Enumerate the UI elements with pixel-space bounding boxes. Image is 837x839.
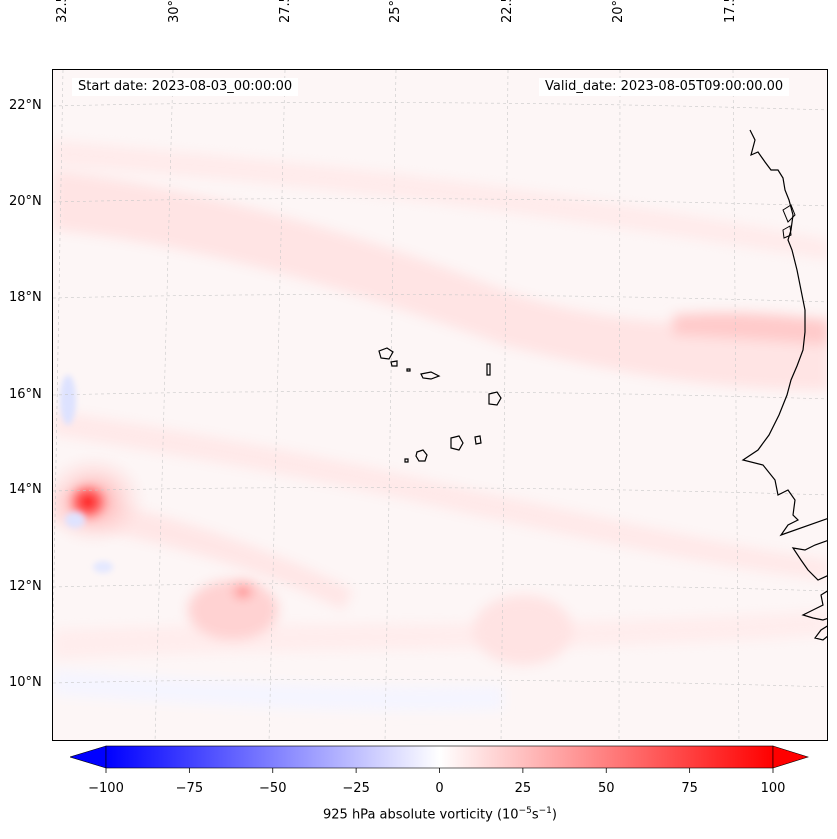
colorbar-max-extend [772,745,810,769]
colorbar-label: 925 hPa absolute vorticity (10−5s−1) [0,806,837,822]
lon-label-32.5w: 32.5°W [55,0,70,23]
lat-label-10n: 10°N [9,675,42,690]
colorbar-min-extend [70,745,107,769]
lon-label-20w: 20°W [611,0,626,23]
cape-verde-islands [378,347,502,463]
colorbar-tick-label: 75 [681,781,698,796]
vorticity-map [53,70,827,740]
start-date-label: Start date: 2023-08-03_00:00:00 [72,78,299,96]
lat-label-18n: 18°N [9,290,42,305]
colorbar [70,745,810,773]
map-panel[interactable] [52,69,828,741]
vortex-max [53,375,265,610]
colorbar-tick-label: −75 [175,781,204,796]
colorbar-label-exp1: −5 [518,806,532,816]
colorbar-tick-label: 100 [760,781,786,796]
colorbar-tick-label: 25 [514,781,532,796]
lon-label-27.5w: 27.5°W [278,0,293,23]
lat-label-20n: 20°N [9,194,42,209]
gridlines [53,70,827,740]
lat-label-12n: 12°N [9,579,42,594]
colorbar-tick-label: −50 [259,781,287,796]
colorbar-tick-label: 50 [597,781,615,796]
lat-label-16n: 16°N [9,387,42,402]
colorbar-label-exp2: −1 [538,806,552,816]
lat-label-22n: 22°N [9,98,42,113]
colorbar-label-main: 925 hPa absolute vorticity (10 [323,807,519,823]
coastal-islands [782,204,796,239]
colorbar-ramp [105,745,774,769]
colorbar-tick-marks [105,768,774,773]
colorbar-tick-label: −100 [88,781,124,796]
lon-label-17.5w: 17.5°W [723,0,738,23]
lon-label-22.5w: 22.5°W [500,0,515,23]
colorbar-label-end: ) [551,807,557,823]
colorbar-label-mid: s [531,807,539,823]
colorbar-tick-label: 0 [435,781,444,796]
lon-label-30w: 30°W [167,0,182,23]
lon-label-25w: 25°W [388,0,403,23]
african-coastline [741,129,827,641]
valid-date-label: Valid_date: 2023-08-05T09:00:00.00 [539,78,790,96]
colorbar-tick-label: −25 [342,781,370,796]
lat-label-14n: 14°N [9,482,42,497]
vorticity-field [53,140,827,712]
